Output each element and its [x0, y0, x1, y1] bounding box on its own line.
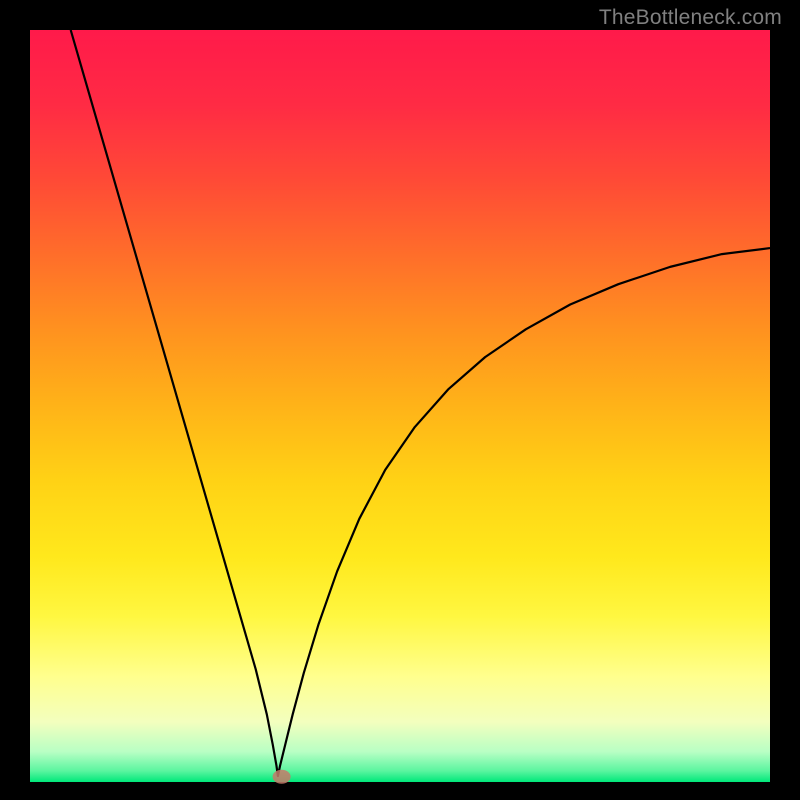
plot-background — [30, 30, 770, 782]
watermark-text: TheBottleneck.com — [599, 6, 782, 30]
chart-svg — [0, 0, 800, 800]
bottleneck-chart — [0, 0, 800, 800]
optimal-point-marker — [273, 770, 291, 784]
